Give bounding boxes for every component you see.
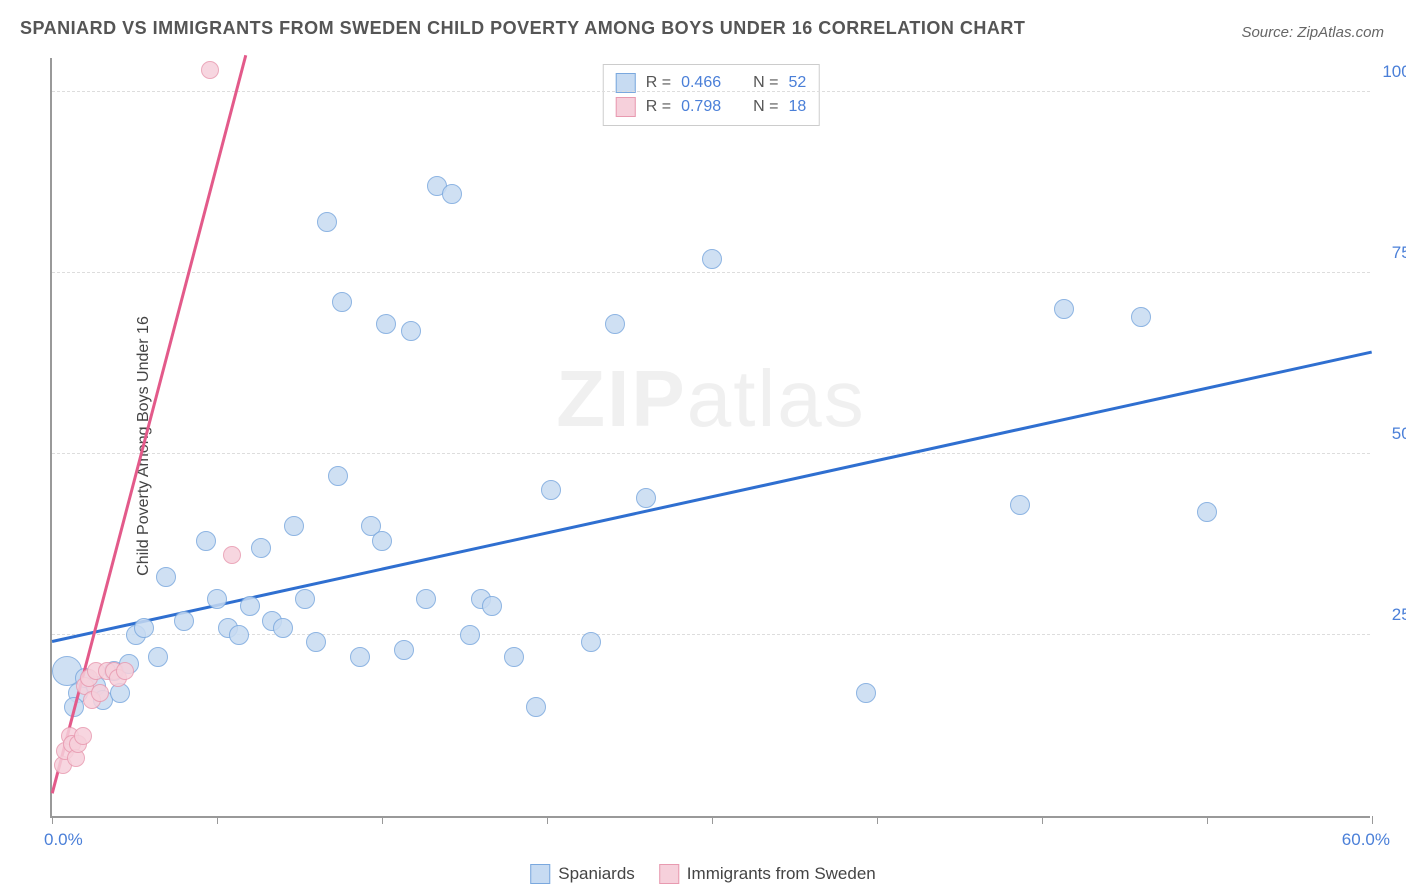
n-label: N = — [753, 74, 778, 92]
data-point — [201, 61, 219, 79]
data-point — [251, 538, 271, 558]
data-point — [229, 625, 249, 645]
data-point — [482, 596, 502, 616]
y-tick-label: 25.0% — [1392, 605, 1406, 625]
data-point — [376, 314, 396, 334]
legend-swatch — [616, 97, 636, 117]
data-point — [1010, 495, 1030, 515]
data-point — [240, 596, 260, 616]
data-point — [1054, 299, 1074, 319]
y-tick-label: 50.0% — [1392, 424, 1406, 444]
data-point — [134, 618, 154, 638]
legend-item: Immigrants from Sweden — [659, 864, 876, 884]
data-point — [401, 321, 421, 341]
legend-swatch — [530, 864, 550, 884]
data-point — [223, 546, 241, 564]
gridline — [52, 91, 1370, 92]
legend-swatch — [616, 73, 636, 93]
chart-title: SPANIARD VS IMMIGRANTS FROM SWEDEN CHILD… — [20, 18, 1025, 39]
data-point — [74, 727, 92, 745]
r-label: R = — [646, 74, 671, 92]
data-point — [442, 184, 462, 204]
x-tick-mark — [1207, 816, 1208, 824]
data-point — [273, 618, 293, 638]
x-tick-label: 0.0% — [44, 830, 83, 850]
data-point — [284, 516, 304, 536]
legend-label: Spaniards — [558, 864, 635, 884]
legend-label: Immigrants from Sweden — [687, 864, 876, 884]
data-point — [332, 292, 352, 312]
legend-swatch — [659, 864, 679, 884]
trend-line-dashed — [190, 55, 246, 265]
n-label: N = — [753, 98, 778, 116]
source-label: Source: ZipAtlas.com — [1241, 24, 1384, 41]
y-tick-label: 75.0% — [1392, 243, 1406, 263]
correlation-legend: R = 0.466 N = 52 R = 0.798 N = 18 — [603, 64, 820, 126]
data-point — [295, 589, 315, 609]
data-point — [541, 480, 561, 500]
n-value: 52 — [788, 74, 806, 92]
y-tick-label: 100.0% — [1382, 62, 1406, 82]
data-point — [581, 632, 601, 652]
data-point — [1197, 502, 1217, 522]
x-tick-mark — [1042, 816, 1043, 824]
series-legend: Spaniards Immigrants from Sweden — [530, 864, 876, 884]
x-tick-mark — [712, 816, 713, 824]
data-point — [91, 684, 109, 702]
r-label: R = — [646, 98, 671, 116]
data-point — [526, 697, 546, 717]
x-tick-mark — [877, 816, 878, 824]
plot-area: ZIPatlas R =0.466N =52R =0.798N =18 25.0… — [50, 58, 1370, 818]
chart-container: SPANIARD VS IMMIGRANTS FROM SWEDEN CHILD… — [0, 0, 1406, 892]
data-point — [856, 683, 876, 703]
data-point — [636, 488, 656, 508]
data-point — [174, 611, 194, 631]
data-point — [116, 662, 134, 680]
n-value: 18 — [788, 98, 806, 116]
data-point — [328, 466, 348, 486]
gridline — [52, 634, 1370, 635]
x-tick-mark — [217, 816, 218, 824]
data-point — [504, 647, 524, 667]
legend-item: Spaniards — [530, 864, 635, 884]
gridline — [52, 272, 1370, 273]
x-tick-mark — [547, 816, 548, 824]
data-point — [416, 589, 436, 609]
data-point — [1131, 307, 1151, 327]
data-point — [460, 625, 480, 645]
x-tick-label: 60.0% — [1342, 830, 1390, 850]
data-point — [605, 314, 625, 334]
r-value: 0.798 — [681, 98, 721, 116]
data-point — [207, 589, 227, 609]
legend-row: R = 0.798 N = 18 — [616, 95, 807, 119]
x-tick-mark — [382, 816, 383, 824]
data-point — [148, 647, 168, 667]
data-point — [702, 249, 722, 269]
data-point — [306, 632, 326, 652]
x-tick-mark — [1372, 816, 1373, 824]
r-value: 0.466 — [681, 74, 721, 92]
data-point — [317, 212, 337, 232]
data-point — [156, 567, 176, 587]
data-point — [394, 640, 414, 660]
x-tick-mark — [52, 816, 53, 824]
watermark: ZIPatlas — [556, 353, 865, 445]
gridline — [52, 453, 1370, 454]
data-point — [350, 647, 370, 667]
data-point — [372, 531, 392, 551]
data-point — [196, 531, 216, 551]
